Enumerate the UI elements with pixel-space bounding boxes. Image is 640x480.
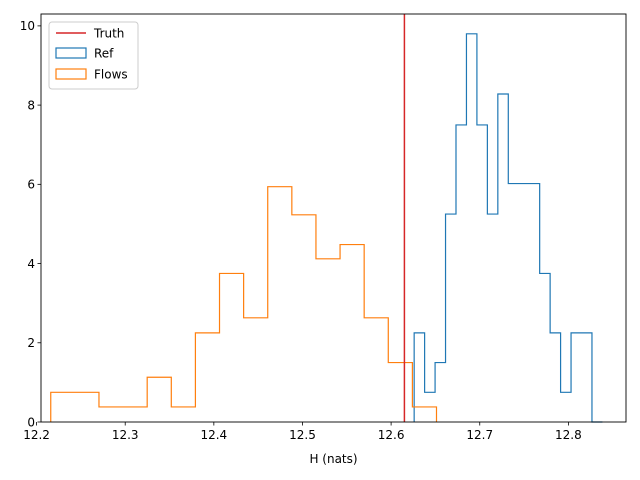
ref-bin — [540, 273, 550, 422]
flows-bin — [388, 363, 412, 422]
flows-bin — [195, 333, 219, 422]
y-axis: 0 2 4 6 8 10 — [20, 19, 41, 429]
flows-histogram-outline — [50, 186, 438, 422]
ref-bin — [582, 333, 592, 422]
flows-bin — [51, 392, 75, 422]
y-tick-label: 6 — [27, 178, 35, 192]
flows-bin — [340, 245, 364, 422]
x-tick-label: 12.7 — [466, 428, 493, 442]
flows-bin — [123, 407, 147, 422]
x-axis-label: H (nats) — [309, 452, 357, 466]
flows-bin — [147, 377, 171, 422]
ref-bin — [487, 214, 497, 422]
x-axis: 12.2 12.3 12.4 12.5 12.6 12.7 12.8 — [23, 422, 582, 442]
legend-ref-label: Ref — [94, 47, 114, 61]
ref-bin — [571, 333, 581, 422]
flows-bin — [75, 392, 99, 422]
ref-bin — [550, 333, 560, 422]
x-tick-label: 12.4 — [200, 428, 227, 442]
ref-bin — [519, 184, 529, 422]
legend-box — [48, 21, 139, 90]
ref-bin — [477, 125, 487, 422]
y-tick-label: 8 — [27, 98, 35, 112]
x-tick-label: 12.2 — [23, 428, 50, 442]
y-tick-label: 10 — [20, 19, 35, 33]
ref-bin — [498, 94, 508, 422]
flows-bin — [220, 273, 244, 422]
flows-bin — [412, 407, 436, 422]
axes-frame — [40, 13, 627, 423]
ref-bin — [466, 34, 476, 422]
axes-spines — [40, 13, 627, 423]
flows-bin — [171, 407, 195, 422]
x-tick-label: 12.8 — [555, 428, 582, 442]
y-tick-label: 0 — [27, 415, 35, 429]
flows-bin — [244, 318, 268, 422]
ref-histogram-outline — [413, 33, 603, 423]
ref-bin — [529, 184, 539, 422]
ref-bin — [446, 214, 456, 422]
flows-bin — [99, 407, 123, 422]
flows-bin — [268, 187, 292, 422]
y-tick-label: 4 — [27, 257, 35, 271]
ref-bin — [456, 125, 466, 422]
ref-histogram — [413, 33, 603, 423]
y-tick-label: 2 — [27, 336, 35, 350]
x-tick-label: 12.3 — [112, 428, 139, 442]
x-tick-label: 12.6 — [378, 428, 405, 442]
ref-bin — [508, 184, 518, 422]
legend-ref-swatch — [55, 47, 87, 59]
flows-bin — [364, 318, 388, 422]
flows-histogram — [50, 186, 438, 422]
legend-flows-swatch — [55, 68, 87, 80]
flows-bin — [292, 215, 316, 422]
ref-bin — [561, 392, 571, 422]
legend-flows-label: Flows — [94, 68, 128, 82]
histogram-layer — [50, 33, 603, 423]
x-tick-label: 12.5 — [289, 428, 316, 442]
legend: Truth Ref Flows — [48, 21, 139, 90]
legend-truth-label: Truth — [93, 27, 124, 41]
flows-bin — [316, 259, 340, 422]
